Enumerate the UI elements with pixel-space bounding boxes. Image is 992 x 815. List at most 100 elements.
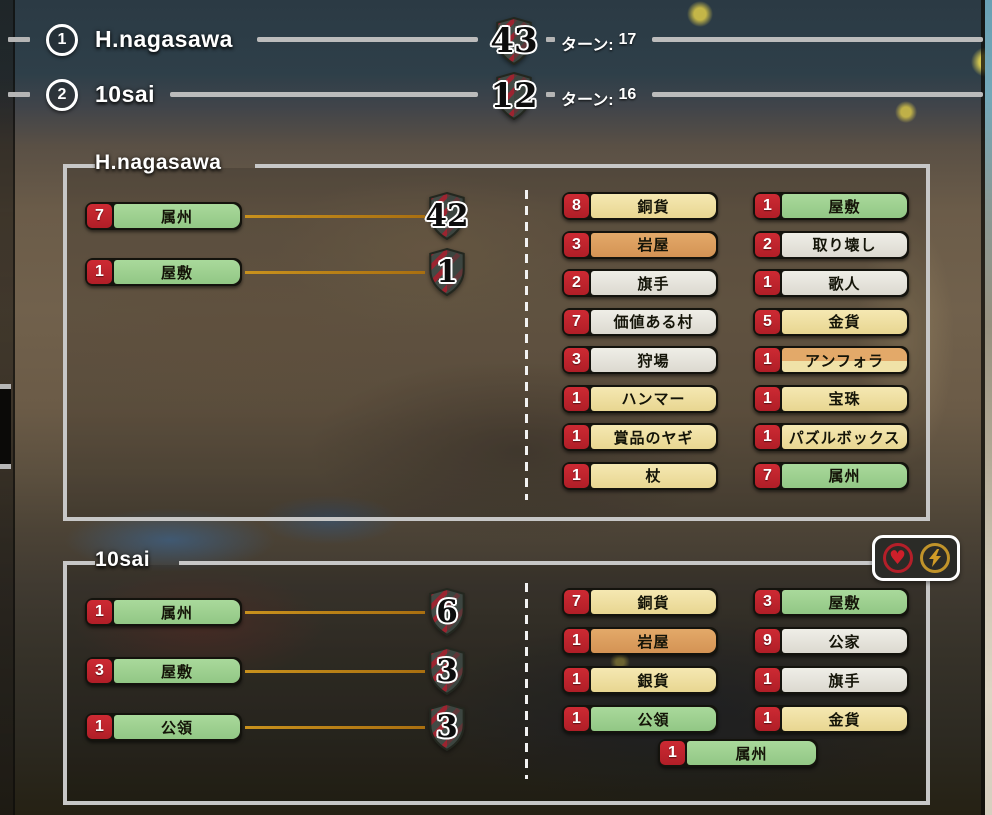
card-row: 3 屋敷 — [85, 657, 242, 685]
connector-line — [245, 725, 425, 729]
card-row: 1 屋敷 — [753, 192, 909, 220]
shield-icon — [496, 72, 532, 120]
turn-counter: ターン: 16 — [561, 86, 636, 110]
heart-button[interactable]: ♥ — [882, 543, 913, 573]
card-row: 3 岩屋 — [562, 230, 718, 259]
victory-points: 3 — [419, 703, 475, 751]
card-count-badge: 8 — [564, 194, 589, 218]
victory-summary-row: 1 屋敷 1 — [85, 248, 475, 296]
player-score: 43 — [487, 16, 541, 66]
left-edge-tick — [0, 464, 11, 469]
card-count-badge: 1 — [755, 386, 780, 411]
right-edge-line — [981, 0, 985, 815]
score-number: 6 — [436, 594, 458, 630]
card-name: 杖 — [591, 463, 716, 488]
card-count-badge: 1 — [87, 600, 112, 624]
card-count-badge: 7 — [564, 590, 589, 614]
score-number: 42 — [425, 198, 469, 234]
victory-points: 1 — [419, 248, 475, 296]
player-score: 12 — [487, 71, 541, 121]
card-row: 3 狩場 — [562, 346, 718, 374]
card-name: 銅貨 — [591, 194, 716, 218]
card-row: 3 屋敷 — [753, 588, 909, 616]
turn-label: ターン: — [561, 92, 614, 109]
panel-title: 10sai — [95, 548, 151, 571]
card-name: 公領 — [114, 715, 240, 739]
card-name: 旗手 — [782, 668, 907, 692]
deck-column: 7 銅貨 1 岩屋 1 銀貨 1 公領 — [562, 588, 718, 733]
turn-value: 17 — [618, 31, 637, 48]
card-row: 1 杖 — [562, 461, 718, 490]
card-name: 属州 — [782, 463, 907, 488]
left-edge-tab — [0, 389, 11, 465]
card-name: パズルボックス — [782, 425, 907, 449]
card-row: 1 屋敷 — [85, 258, 242, 286]
card-count-badge: 1 — [564, 425, 589, 449]
victory-summary-row: 7 属州 42 — [85, 192, 475, 240]
shield-icon — [429, 248, 465, 296]
panel-border-segment — [63, 164, 95, 168]
card-name: 銀貨 — [591, 668, 716, 692]
card-name: ハンマー — [591, 386, 716, 411]
card-count-badge: 7 — [755, 463, 780, 488]
card-row: 1 公領 — [562, 705, 718, 733]
card-row: 1 公領 — [85, 713, 242, 741]
victory-points: 42 — [419, 192, 475, 240]
card-count-badge: 1 — [755, 194, 780, 218]
card-name: 属州 — [114, 600, 240, 624]
shield-icon — [429, 192, 465, 240]
turn-label: ターン: — [561, 37, 614, 54]
card-count-badge: 3 — [87, 659, 112, 683]
player-name: 10sai — [95, 81, 156, 107]
dashed-divider — [525, 190, 528, 500]
connector-line — [245, 214, 425, 218]
panel-title: H.nagasawa — [95, 151, 222, 174]
card-name: 取り壊し — [782, 232, 907, 257]
panel-border-segment — [179, 561, 930, 565]
card-count-badge: 2 — [564, 271, 589, 295]
shield-icon — [429, 588, 465, 636]
card-name: 旗手 — [591, 271, 716, 295]
card-row: 1 パズルボックス — [753, 423, 909, 451]
right-edge-strip — [985, 0, 992, 815]
separator-dash — [8, 37, 30, 42]
card-row: 2 取り壊し — [753, 230, 909, 259]
card-row: 9 公家 — [753, 627, 909, 655]
victory-summary-row: 3 屋敷 3 — [85, 647, 475, 695]
deck-column: 3 屋敷 9 公家 1 旗手 1 金貨 — [753, 588, 909, 733]
card-row: 1 アンフォラ — [753, 346, 909, 374]
card-row: 1 銀貨 — [562, 666, 718, 694]
card-row: 1 宝珠 — [753, 384, 909, 413]
connector-line — [245, 270, 425, 274]
turn-value: 16 — [618, 86, 637, 103]
card-row: 1 歌人 — [753, 269, 909, 297]
card-name: 属州 — [687, 741, 816, 765]
deck-column: 8 銅貨 3 岩屋 2 旗手 7 価値ある村 3 狩場 1 ハンマー 1 賞品の… — [562, 192, 718, 490]
card-row: 2 旗手 — [562, 269, 718, 297]
dashed-divider — [525, 583, 528, 779]
card-name: 公領 — [591, 707, 716, 731]
card-name: 宝珠 — [782, 386, 907, 411]
card-count-badge: 3 — [755, 590, 780, 614]
divider-line — [170, 92, 478, 97]
panel-border-segment — [63, 561, 95, 565]
card-name: 岩屋 — [591, 629, 716, 653]
victory-summary-row: 1 属州 6 — [85, 588, 475, 636]
connector-line — [245, 669, 425, 673]
card-count-badge: 1 — [755, 425, 780, 449]
lightning-button[interactable] — [919, 543, 950, 573]
score-number: 43 — [490, 21, 538, 61]
divider-line — [652, 92, 983, 97]
shield-icon — [496, 17, 532, 65]
score-number: 3 — [436, 709, 458, 745]
card-name: 屋敷 — [114, 659, 240, 683]
card-row: 1 岩屋 — [562, 627, 718, 655]
victory-points: 6 — [419, 588, 475, 636]
divider-line — [257, 37, 478, 42]
card-name: アンフォラ — [782, 348, 907, 372]
separator-dash — [546, 37, 555, 42]
victory-summary-row: 1 公領 3 — [85, 703, 475, 751]
card-count-badge: 1 — [755, 707, 780, 731]
card-row: 8 銅貨 — [562, 192, 718, 220]
